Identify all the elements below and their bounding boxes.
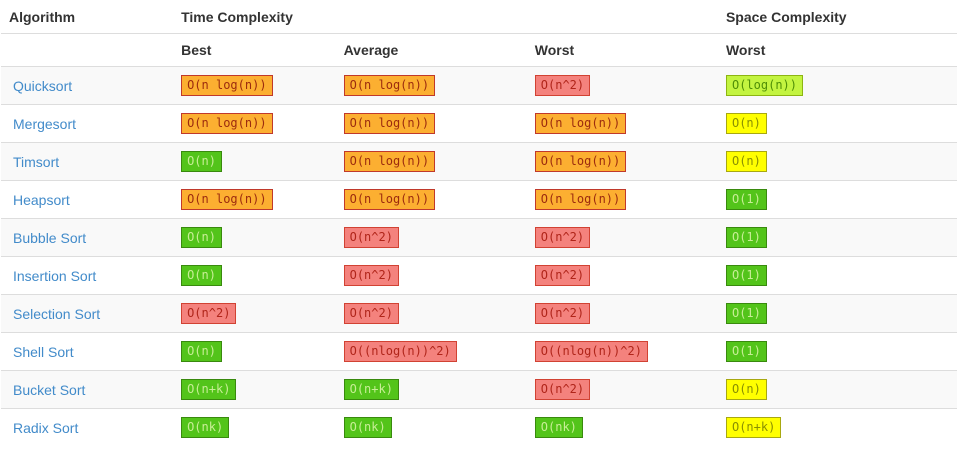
algorithm-link[interactable]: Mergesort	[13, 115, 77, 132]
complexity-badge: O(n)	[725, 113, 767, 134]
algorithm-link[interactable]: Bubble Sort	[13, 229, 87, 246]
complexity-badge: O(n)	[181, 341, 222, 362]
complexity-badge: O(n)	[725, 379, 767, 400]
complexity-badge: O(n^2)	[343, 303, 399, 324]
algorithm-link[interactable]: Selection Sort	[13, 305, 101, 322]
complexity-badge: O(n log(n))	[534, 189, 627, 210]
complexity-badge: O((nlog(n))^2)	[534, 341, 648, 362]
algorithm-link[interactable]: Heapsort	[13, 191, 70, 208]
column-group-time-complexity: Time Complexity	[181, 9, 293, 25]
table-row-bucket-sort: Bucket Sort O(n+k) O(n+k) O(n^2) O(n)	[1, 370, 957, 409]
complexity-badge: O(n log(n))	[181, 113, 273, 134]
column-header-empty	[1, 33, 174, 67]
complexity-badge: O(1)	[725, 227, 767, 248]
complexity-badge: O(n+k)	[725, 417, 782, 438]
column-header-average: Average	[335, 33, 527, 67]
complexity-badge: O(n+k)	[343, 379, 399, 400]
column-header-algorithm: Algorithm	[9, 9, 76, 25]
table-row-radix-sort: Radix Sort O(nk) O(nk) O(nk) O(n+k)	[1, 408, 957, 446]
header-group-row: Algorithm Time Complexity Space Complexi…	[1, 0, 957, 34]
complexity-badge: O(n log(n))	[534, 151, 627, 172]
table-row-mergesort: Mergesort O(n log(n)) O(n log(n)) O(n lo…	[1, 104, 957, 143]
column-header-best: Best	[173, 33, 336, 67]
table-row-shell-sort: Shell Sort O(n) O((nlog(n))^2) O((nlog(n…	[1, 332, 957, 371]
algorithm-link[interactable]: Quicksort	[13, 77, 73, 94]
complexity-badge: O(n^2)	[534, 227, 591, 248]
algorithm-link[interactable]: Timsort	[13, 153, 60, 170]
complexity-badge: O(n^2)	[534, 265, 591, 286]
algorithm-link[interactable]: Insertion Sort	[13, 267, 97, 284]
algorithm-link[interactable]: Bucket Sort	[13, 381, 86, 398]
complexity-badge: O(n)	[725, 151, 767, 172]
table-row-insertion-sort: Insertion Sort O(n) O(n^2) O(n^2) O(1)	[1, 256, 957, 295]
complexity-badge: O(n)	[181, 227, 222, 248]
complexity-badge: O(1)	[725, 303, 767, 324]
column-header-worst-time: Worst	[526, 33, 718, 67]
algorithm-link[interactable]: Shell Sort	[13, 343, 74, 360]
complexity-badge: O(n log(n))	[343, 151, 436, 172]
complexity-badge: O(n^2)	[343, 227, 399, 248]
complexity-badge: O(n^2)	[534, 303, 591, 324]
complexity-badge: O(1)	[725, 189, 767, 210]
complexity-badge: O((nlog(n))^2)	[343, 341, 457, 362]
complexity-badge: O(n log(n))	[343, 189, 436, 210]
header-sub-row: Best Average Worst Worst	[1, 33, 957, 67]
complexity-badge: O(n)	[181, 265, 222, 286]
complexity-badge: O(n log(n))	[534, 113, 627, 134]
complexity-badge: O(n^2)	[534, 75, 591, 96]
complexity-badge: O(n)	[181, 151, 222, 172]
complexity-badge: O(n^2)	[181, 303, 237, 324]
table-row-timsort: Timsort O(n) O(n log(n)) O(n log(n)) O(n…	[1, 142, 957, 181]
complexity-badge: O(n+k)	[181, 379, 237, 400]
column-header-worst-space: Worst	[717, 33, 957, 67]
table-row-bubble-sort: Bubble Sort O(n) O(n^2) O(n^2) O(1)	[1, 218, 957, 257]
complexity-badge: O(1)	[725, 341, 767, 362]
table-row-selection-sort: Selection Sort O(n^2) O(n^2) O(n^2) O(1)	[1, 294, 957, 333]
table-row-heapsort: Heapsort O(n log(n)) O(n log(n)) O(n log…	[1, 180, 957, 219]
table-body: Quicksort O(n log(n)) O(n log(n)) O(n^2)…	[1, 66, 957, 446]
column-group-space-complexity: Space Complexity	[725, 9, 847, 25]
table-header: Algorithm Time Complexity Space Complexi…	[1, 0, 957, 67]
complexity-badge: O(log(n))	[725, 75, 803, 96]
complexity-badge: O(1)	[725, 265, 767, 286]
complexity-badge: O(n log(n))	[181, 75, 273, 96]
table-row-quicksort: Quicksort O(n log(n)) O(n log(n)) O(n^2)…	[1, 66, 957, 105]
complexity-badge: O(n^2)	[534, 379, 591, 400]
complexity-badge: O(n^2)	[343, 265, 399, 286]
complexity-badge: O(n log(n))	[343, 113, 436, 134]
sorting-algorithms-table: Algorithm Time Complexity Space Complexi…	[1, 0, 957, 446]
complexity-badge: O(n log(n))	[343, 75, 436, 96]
complexity-badge: O(n log(n))	[181, 189, 273, 210]
complexity-badge: O(nk)	[534, 417, 583, 438]
complexity-badge: O(nk)	[343, 417, 392, 438]
complexity-badge: O(nk)	[181, 417, 230, 438]
algorithm-link[interactable]: Radix Sort	[13, 419, 79, 436]
